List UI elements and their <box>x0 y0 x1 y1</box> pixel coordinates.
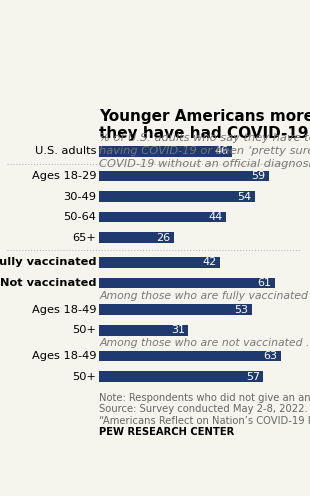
Bar <box>99 305 252 315</box>
Text: 30-49: 30-49 <box>63 191 96 201</box>
Bar <box>99 212 226 222</box>
Text: 44: 44 <box>208 212 222 222</box>
Text: 50+: 50+ <box>73 325 96 335</box>
Text: Source: Survey conducted May 2-8, 2022.: Source: Survey conducted May 2-8, 2022. <box>99 404 308 414</box>
Text: % of U.S. adults who say they have tested positive for
having COVID-19 or been ‘: % of U.S. adults who say they have teste… <box>99 133 310 169</box>
Text: Ages 18-49: Ages 18-49 <box>32 351 96 361</box>
Bar <box>99 278 275 288</box>
Text: 57: 57 <box>246 372 260 381</box>
Text: 31: 31 <box>171 325 185 335</box>
Text: 54: 54 <box>237 191 251 201</box>
Text: Fully vaccinated: Fully vaccinated <box>0 257 96 267</box>
Text: Ages 18-29: Ages 18-29 <box>32 171 96 181</box>
Text: 42: 42 <box>202 257 217 267</box>
Text: Not vaccinated: Not vaccinated <box>0 278 96 288</box>
Text: 46: 46 <box>214 146 228 156</box>
Bar <box>99 232 174 243</box>
Bar <box>99 325 188 336</box>
Bar <box>99 146 232 157</box>
Bar <box>99 257 220 268</box>
Bar <box>99 171 269 181</box>
Text: 59: 59 <box>251 171 266 181</box>
Text: “Americans Reflect on Nation’s COVID-19 Response”: “Americans Reflect on Nation’s COVID-19 … <box>99 416 310 426</box>
Text: 26: 26 <box>157 233 171 243</box>
Bar <box>99 351 281 362</box>
Text: 53: 53 <box>234 305 248 314</box>
Bar <box>99 191 255 202</box>
Text: Among those who are not vaccinated ...: Among those who are not vaccinated ... <box>99 338 310 348</box>
Text: 61: 61 <box>257 278 271 288</box>
Text: 50-64: 50-64 <box>64 212 96 222</box>
Text: 63: 63 <box>263 351 277 361</box>
Text: U.S. adults: U.S. adults <box>35 146 96 156</box>
Text: 50+: 50+ <box>73 372 96 381</box>
Text: PEW RESEARCH CENTER: PEW RESEARCH CENTER <box>99 427 234 437</box>
Text: Among those who are fully vaccinated ...: Among those who are fully vaccinated ... <box>99 291 310 302</box>
Text: 65+: 65+ <box>73 233 96 243</box>
Text: Ages 18-49: Ages 18-49 <box>32 305 96 314</box>
Text: Younger Americans more likely to say
they have had COVID-19: Younger Americans more likely to say the… <box>99 109 310 141</box>
Text: Note: Respondents who did not give an answer are not shown.: Note: Respondents who did not give an an… <box>99 393 310 403</box>
Bar <box>99 371 263 382</box>
